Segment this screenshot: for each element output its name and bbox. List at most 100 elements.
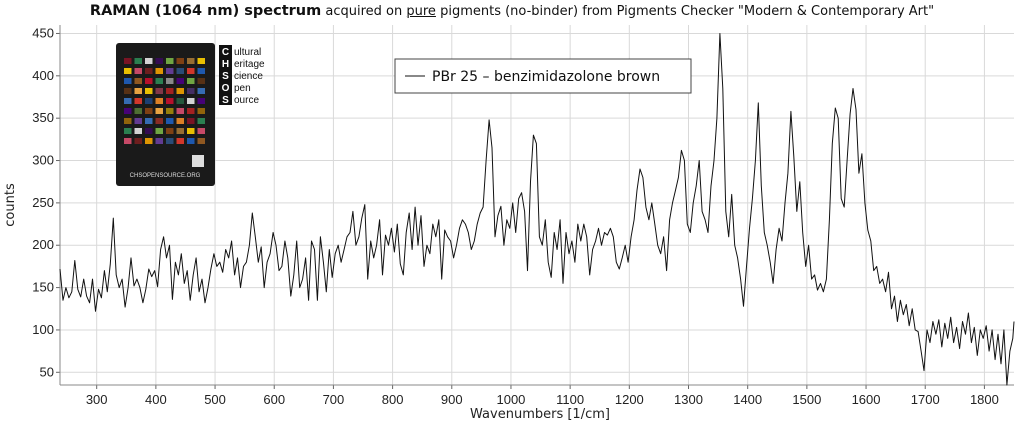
chsos-word: pen	[234, 83, 251, 94]
pigment-swatch	[176, 108, 184, 114]
pigment-swatch	[197, 138, 205, 144]
pigment-swatch	[197, 108, 205, 114]
pigment-swatch	[197, 78, 205, 84]
x-tick-label: 1300	[674, 392, 703, 407]
pigment-swatch	[134, 58, 142, 64]
pigment-swatch	[124, 108, 132, 114]
x-tick-label: 800	[382, 392, 404, 407]
y-tick-label: 450	[32, 25, 54, 40]
pigment-swatch	[187, 118, 195, 124]
x-tick-label: 700	[323, 392, 345, 407]
chsos-word: ultural	[234, 47, 261, 58]
pigment-swatch	[124, 98, 132, 104]
pigment-swatch	[197, 58, 205, 64]
title-before: acquired on	[325, 4, 403, 19]
pigment-swatch	[166, 58, 174, 64]
pigment-swatch	[145, 118, 153, 124]
pigment-swatch	[145, 68, 153, 74]
y-tick-label: 300	[32, 153, 54, 168]
x-tick-label: 1800	[970, 392, 999, 407]
pigment-swatch	[176, 78, 184, 84]
title-bold: RAMAN (1064 nm) spectrum	[89, 3, 322, 19]
x-tick-label: 300	[86, 392, 108, 407]
chsos-letter-column	[219, 45, 232, 105]
pigment-swatch	[197, 88, 205, 94]
pigment-swatch	[134, 68, 142, 74]
chsos-word: cience	[234, 71, 263, 82]
pigment-swatch	[176, 68, 184, 74]
legend: PBr 25 – benzimidazolone brown	[394, 58, 692, 94]
pigment-swatch	[187, 88, 195, 94]
title-after: pigments (no-binder) from Pigments Check…	[440, 4, 935, 19]
pigment-swatch	[124, 58, 132, 64]
pigment-swatch	[134, 108, 142, 114]
pigment-swatch	[187, 128, 195, 134]
pigment-swatch	[166, 128, 174, 134]
pigment-swatch	[134, 78, 142, 84]
pigment-swatch	[124, 78, 132, 84]
y-axis-label: counts	[3, 183, 18, 227]
pigment-swatch	[176, 98, 184, 104]
grid-lines	[60, 25, 1014, 385]
pigment-swatch	[166, 78, 174, 84]
x-tick-label: 900	[441, 392, 463, 407]
pigment-swatch	[155, 58, 163, 64]
pigment-swatch	[197, 128, 205, 134]
pigment-swatch	[145, 108, 153, 114]
pigment-swatch	[134, 128, 142, 134]
legend-box	[394, 58, 692, 94]
pigment-swatch	[166, 108, 174, 114]
chsos-word: ource	[234, 95, 259, 106]
pigment-swatch	[166, 118, 174, 124]
y-tick-label: 200	[32, 237, 54, 252]
chsos-letter: C	[222, 47, 229, 58]
pigment-swatch	[124, 68, 132, 74]
pigment-swatch	[145, 78, 153, 84]
x-tick-label: 1100	[556, 392, 584, 407]
pigment-swatch	[187, 108, 195, 114]
card-footer: CHSOPENSOURCE.ORG	[130, 173, 201, 179]
legend-label: PBr 25 – benzimidazolone brown	[432, 69, 660, 85]
pigment-swatch	[134, 98, 142, 104]
pigment-swatch	[155, 108, 163, 114]
x-tick-label: 1200	[615, 392, 644, 407]
series-line	[59, 33, 1015, 386]
title-underlined: pure	[406, 4, 436, 19]
pigment-swatch	[124, 88, 132, 94]
pigment-swatch	[145, 58, 153, 64]
pigment-swatch	[197, 98, 205, 104]
y-tick-label: 400	[32, 68, 54, 83]
pigment-swatch	[155, 78, 163, 84]
pigment-swatch	[145, 128, 153, 134]
pigment-swatch	[155, 138, 163, 144]
card-swatches	[124, 58, 205, 167]
pigment-swatch	[166, 88, 174, 94]
x-tick-label: 1000	[496, 392, 525, 407]
pigment-swatch	[187, 78, 195, 84]
pigment-swatch	[166, 98, 174, 104]
pigment-swatch	[176, 118, 184, 124]
chsos-letter: H	[222, 59, 229, 70]
pigment-swatch	[176, 128, 184, 134]
x-tick-labels: 300 400 500 600 700 800 900 1000 1100 1200 1300 140…	[86, 392, 999, 407]
pigment-swatch	[155, 68, 163, 74]
x-tick-label: 1400	[733, 392, 762, 407]
chsos-letter: O	[222, 83, 230, 94]
pigment-swatch	[187, 58, 195, 64]
y-tick-label: 50	[40, 364, 54, 379]
pigment-swatch	[155, 128, 163, 134]
pigment-swatch	[176, 88, 184, 94]
x-tick-label: 1600	[852, 392, 881, 407]
qr-code	[192, 155, 204, 167]
pigment-swatch	[197, 118, 205, 124]
y-tick-labels: 50 100 150 200 250 300 350 400 450	[32, 25, 54, 379]
x-tick-label: 400	[145, 392, 167, 407]
pigment-swatch	[166, 138, 174, 144]
pigment-swatch	[187, 68, 195, 74]
pigment-swatch	[176, 138, 184, 144]
pigment-swatch	[134, 138, 142, 144]
pigment-swatch	[166, 68, 174, 74]
pigment-swatch	[145, 138, 153, 144]
